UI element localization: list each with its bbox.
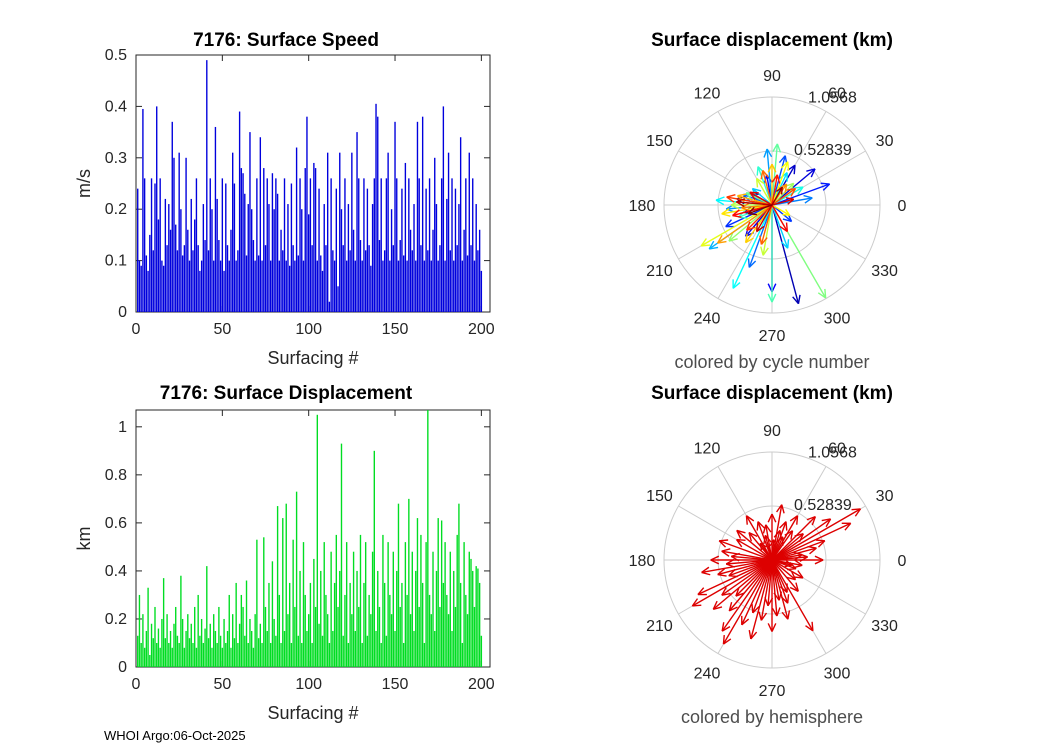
- svg-text:100: 100: [295, 676, 322, 693]
- subplot-surface-displacement: 7176: Surface Displacement 0 0.2 0.4 0.6 0.8…: [66, 375, 506, 725]
- svg-text:120: 120: [694, 85, 721, 102]
- svg-text:1: 1: [118, 419, 127, 436]
- footer-text: WHOI Argo:06-Oct-2025: [104, 728, 246, 743]
- svg-text:0.6: 0.6: [105, 515, 127, 532]
- subplot-surface-speed: 7176: Surface Speed 0 0.1 0.2 0.3 0.4 0.5 0 50 1…: [66, 20, 506, 370]
- svg-text:90: 90: [763, 423, 781, 440]
- svg-text:30: 30: [876, 133, 894, 150]
- svg-text:30: 30: [876, 488, 894, 505]
- svg-text:0: 0: [898, 553, 907, 570]
- svg-text:0: 0: [898, 198, 907, 215]
- svg-text:300: 300: [824, 666, 851, 683]
- svg-text:50: 50: [213, 676, 231, 693]
- svg-text:0.1: 0.1: [105, 253, 127, 270]
- svg-text:Surfacing #: Surfacing #: [267, 703, 358, 723]
- polar-cycle-caption: colored by cycle number: [674, 352, 870, 372]
- svg-text:60: 60: [828, 440, 846, 457]
- svg-text:100: 100: [295, 321, 322, 338]
- svg-text:180: 180: [629, 198, 656, 215]
- svg-text:150: 150: [382, 676, 409, 693]
- svg-text:330: 330: [871, 263, 898, 280]
- svg-text:150: 150: [646, 133, 673, 150]
- subplot-polar-hemisphere: Surface displacement (km) 0 30 60 90 120 150 1…: [592, 375, 952, 735]
- svg-text:1.0568: 1.0568: [808, 90, 857, 107]
- svg-text:0.4: 0.4: [105, 98, 127, 115]
- svg-text:270: 270: [759, 328, 786, 345]
- svg-text:0.2: 0.2: [105, 611, 127, 628]
- svg-text:150: 150: [646, 488, 673, 505]
- svg-text:0.2: 0.2: [105, 201, 127, 218]
- subplot-polar-cycle: Surface displacement (km) 0 30 60 90 120 150 1…: [592, 20, 952, 380]
- svg-text:50: 50: [213, 321, 231, 338]
- svg-text:m/s: m/s: [74, 169, 94, 198]
- svg-text:1.0568: 1.0568: [808, 445, 857, 462]
- svg-text:210: 210: [646, 618, 673, 635]
- svg-text:120: 120: [694, 440, 721, 457]
- svg-text:240: 240: [694, 666, 721, 683]
- svg-text:0: 0: [118, 659, 127, 676]
- surface-displacement-canvas: 0 0.2 0.4 0.6 0.8 1 0 50 100 150 200 Surfacing # km: [74, 409, 495, 723]
- svg-text:0: 0: [118, 304, 127, 321]
- svg-text:150: 150: [382, 321, 409, 338]
- svg-text:200: 200: [468, 321, 495, 338]
- polar-cycle-title: Surface displacement (km): [651, 30, 893, 51]
- svg-text:0.8: 0.8: [105, 467, 127, 484]
- polar-cycle-canvas: 0 30 60 90 120 150 180 210 240 270 300 330 0.52839 1.…: [629, 68, 907, 345]
- svg-text:0: 0: [132, 676, 141, 693]
- svg-text:0.5: 0.5: [105, 47, 127, 64]
- svg-text:270: 270: [759, 683, 786, 700]
- polar-hemisphere-canvas: 0 30 60 90 120 150 180 210 240 270 300 330 0.52839 1.…: [629, 423, 907, 700]
- svg-text:210: 210: [646, 263, 673, 280]
- svg-text:0.3: 0.3: [105, 150, 127, 167]
- svg-text:200: 200: [468, 676, 495, 693]
- svg-text:0.52839: 0.52839: [794, 497, 852, 514]
- polar-hemisphere-caption: colored by hemisphere: [680, 707, 864, 727]
- svg-text:0.52839: 0.52839: [794, 142, 852, 159]
- svg-text:Surfacing #: Surfacing #: [267, 348, 358, 368]
- svg-text:240: 240: [694, 311, 721, 328]
- svg-text:330: 330: [871, 618, 898, 635]
- surface-speed-title: 7176: Surface Speed: [193, 30, 379, 51]
- svg-text:90: 90: [763, 68, 781, 85]
- svg-text:0.4: 0.4: [105, 563, 127, 580]
- svg-text:0: 0: [132, 321, 141, 338]
- surface-speed-canvas: 0 0.1 0.2 0.3 0.4 0.5 0 50 100 150 200 Surfacing # m…: [74, 47, 495, 368]
- surface-displacement-title: 7176: Surface Displacement: [159, 383, 413, 404]
- svg-text:60: 60: [828, 85, 846, 102]
- svg-text:300: 300: [824, 311, 851, 328]
- svg-text:180: 180: [629, 553, 656, 570]
- polar-hemisphere-title: Surface displacement (km): [651, 383, 893, 404]
- svg-text:km: km: [74, 527, 94, 551]
